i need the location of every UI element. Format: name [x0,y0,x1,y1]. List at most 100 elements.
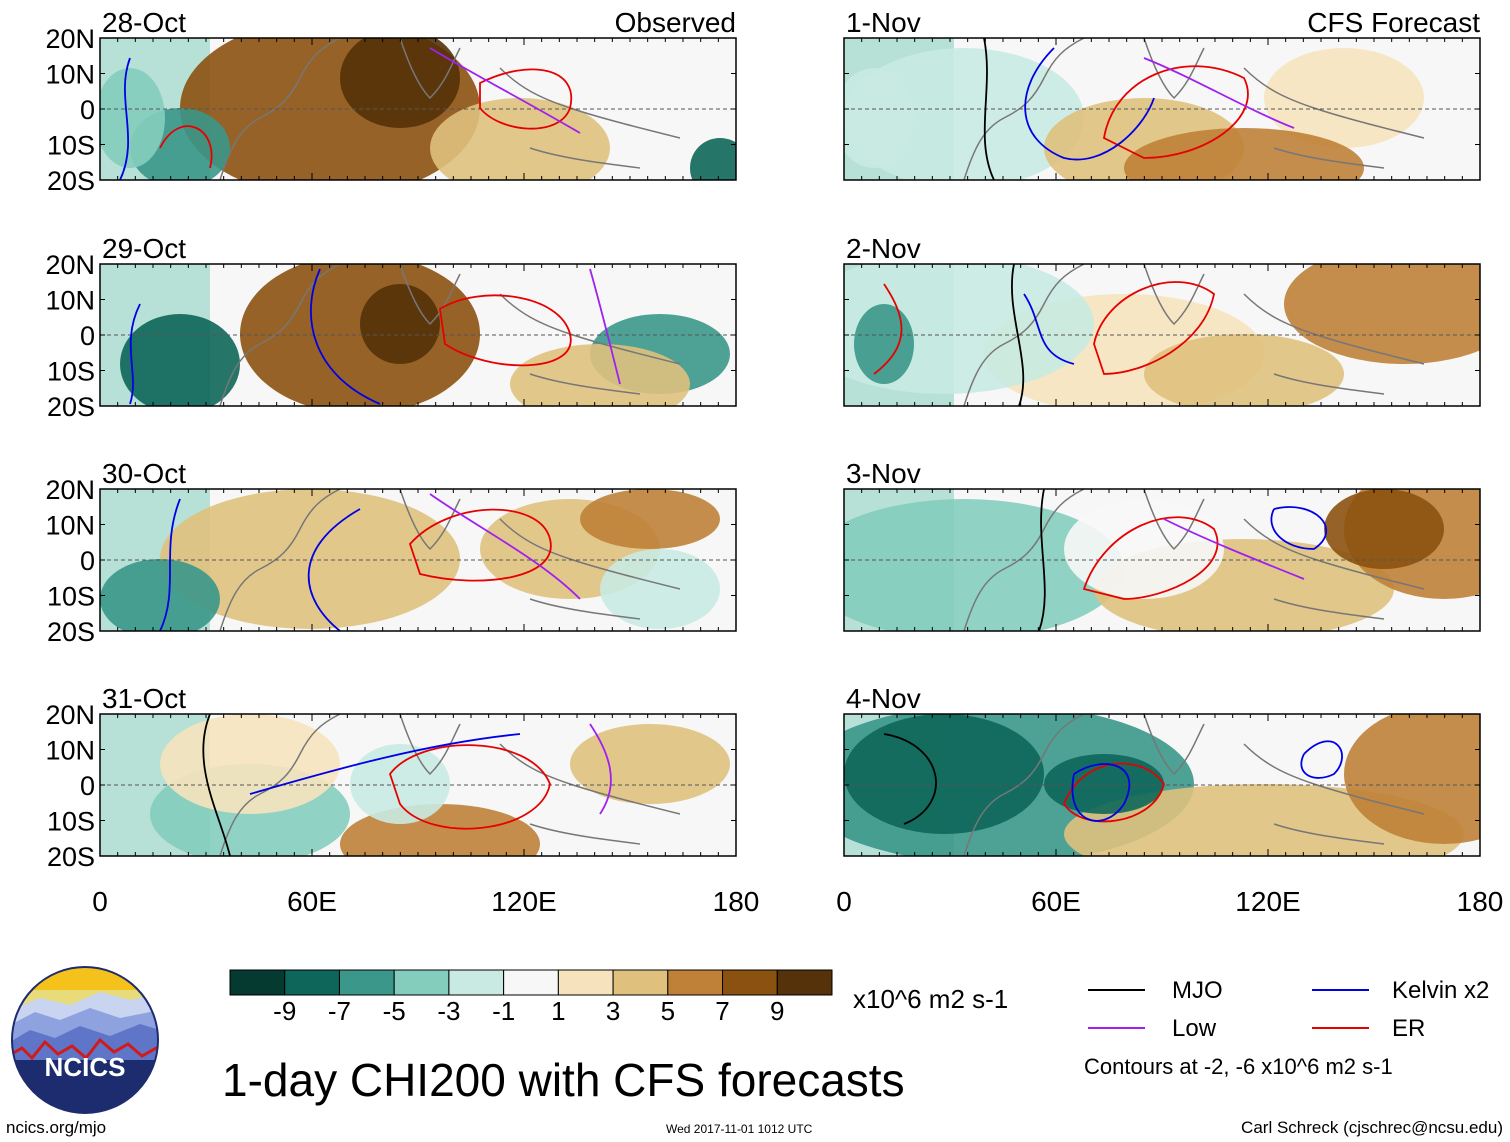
filter-contour [1038,489,1046,631]
coastline [1143,714,1205,776]
filter-contour [202,714,231,856]
y-tick-label: 10S [47,131,95,161]
coastline [1243,518,1425,590]
anomaly-field [360,284,440,364]
y-tick-label: 10N [45,286,95,316]
colorbar-label: -9 [273,996,296,1026]
filter-contour [883,733,937,825]
panel-date: 1-Nov [846,7,921,38]
colorbar-swatch [612,969,669,996]
coastline [219,489,341,631]
map-panel: 28-Oct Observed 20N 10N 0 10S 20S [45,7,737,196]
colorbar-label: 5 [661,996,675,1026]
legend-label-low: Low [1172,1015,1217,1042]
y-tick-label: 10N [45,60,95,90]
y-tick-label: 10S [47,807,95,837]
coastline [1143,264,1205,326]
y-tick-label: 20N [45,250,95,280]
x-tick-label: 60E [287,886,337,917]
colorbar-units: x10^6 m2 s-1 [853,984,1008,1014]
filter-contour [1300,740,1343,779]
colorbar-swatch [393,969,450,996]
anomaly-field [844,499,1124,631]
panel-date: 30-Oct [102,458,186,489]
coastline [399,38,461,100]
colorbar-label: -3 [437,996,460,1026]
anomaly-field [160,714,340,814]
colorbar-label: 7 [715,996,729,1026]
filter-contour [439,294,572,367]
contour-note: Contours at -2, -6 x10^6 m2 s-1 [1084,1054,1393,1079]
colorbar-swatch [776,969,833,996]
colorbar-swatch [722,969,778,996]
y-tick-label: 20S [47,392,95,422]
x-tick-label: 60E [1031,886,1081,917]
filter-contour [249,733,521,795]
footer-timestamp: Wed 2017-11-01 1012 UTC [666,1122,813,1136]
coastline [1243,67,1425,139]
coastline [219,38,341,180]
anomaly-field [120,314,240,406]
colorbar-swatch [667,969,724,996]
colorbar-label: -5 [383,996,406,1026]
coastline [529,823,641,845]
filter-contour [1143,57,1295,129]
x-tick-label: 180 [713,886,760,917]
y-tick-label: 0 [80,771,95,801]
anomaly-field [1324,489,1444,569]
anomaly-field [844,264,1094,394]
filter-contour [1024,47,1155,161]
filter-contour [873,283,903,375]
filter-contour [388,744,551,830]
y-tick-label: 10S [47,582,95,612]
y-tick-label: 20S [47,617,95,647]
filter-contour [310,268,381,405]
coastline [499,743,681,815]
filter-contour [1011,264,1025,406]
ncics-logo: NCICS [11,966,159,1114]
y-tick-label: 0 [80,321,95,351]
anomaly-field [844,714,1044,834]
anomaly-field [350,744,450,824]
panel-date: 3-Nov [846,458,921,489]
coastline [1243,743,1425,815]
panel-date: 4-Nov [846,683,921,714]
coastline [219,714,341,856]
filter-contour [1082,516,1219,600]
filter-contour [1093,281,1215,375]
coastline [499,518,681,590]
anomaly-field [1344,714,1480,844]
colorbar-label: -7 [328,996,351,1026]
filter-contour [1103,65,1249,159]
filter-contour [1163,518,1305,580]
colorbar-swatch [338,969,395,996]
legend-label-er: ER [1392,1015,1425,1042]
map-panels: 28-Oct Observed20N10N010S20S29-Oct20N10N0… [45,7,1503,917]
filter-contour [1270,506,1328,550]
coastline [1273,823,1385,845]
x-tick-label: 120E [1235,886,1300,917]
colorbar-label: 9 [770,996,784,1026]
colorbar-label: -1 [492,996,515,1026]
footer-url: ncics.org/mjo [6,1118,106,1137]
coastline [529,373,641,395]
filter-contour [429,47,581,134]
coastline [1243,293,1425,365]
colorbar-swatch [448,969,505,996]
colorbar-label: 1 [551,996,565,1026]
filter-contour [129,303,141,405]
y-tick-label: 20S [47,842,95,872]
anomaly-field [580,489,720,549]
map-panel: 4-Nov 0 60E 120E 180 [836,683,1503,917]
y-tick-label: 0 [80,546,95,576]
anomaly-field [340,38,460,128]
x-tick-label: 0 [836,886,852,917]
anomaly-field [854,304,914,384]
anomaly-field [100,559,220,631]
coastline [963,489,1085,631]
panel-date: 31-Oct [102,683,186,714]
x-tick-label: 0 [92,886,108,917]
y-tick-label: 10S [47,357,95,387]
coastline [399,714,461,776]
